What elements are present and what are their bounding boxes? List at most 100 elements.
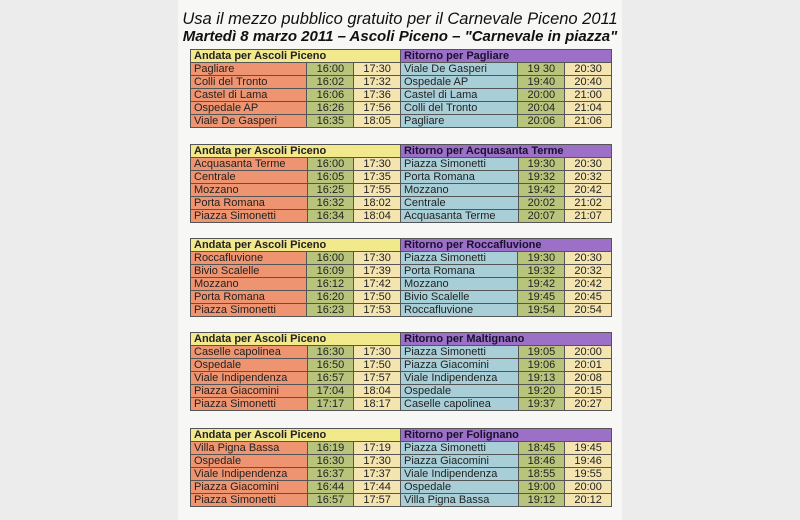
table-row: Piazza Giacomini 16:44 17:44 Ospedale 19:00 2… xyxy=(190,480,612,494)
ritorno-stop: Colli del Tronto xyxy=(399,101,519,115)
table-row: Villa Pigna Bassa 16:19 17:19 Piazza Simone… xyxy=(190,441,612,455)
andata-stop: Acquasanta Terme xyxy=(190,157,308,171)
table-row: Caselle capolinea 16:30 17:30 Piazza Simone… xyxy=(190,345,612,359)
table-row: Ospedale 16:50 17:50 Piazza Giacomini 19:06 2… xyxy=(190,358,612,372)
ritorno-time-2: 19:45 xyxy=(564,441,612,455)
ritorno-stop: Viale De Gasperi xyxy=(399,62,519,76)
ritorno-time-2: 20:15 xyxy=(564,384,612,398)
ritorno-time-2: 21:06 xyxy=(564,114,612,128)
andata-stop: Ospedale AP xyxy=(189,101,308,115)
ritorno-time-2: 20:30 xyxy=(564,251,612,265)
table-row: Ospedale 16:30 17:30 Piazza Giacomini 18:46 1… xyxy=(190,454,612,468)
andata-stop: Piazza Giacomini xyxy=(190,384,308,398)
andata-time-2: 17:30 xyxy=(353,345,401,359)
andata-stop: Piazza Simonetti xyxy=(190,493,308,507)
andata-time-1: 16:30 xyxy=(306,345,355,359)
andata-time-2: 17:56 xyxy=(353,101,401,115)
ritorno-time-1: 18:45 xyxy=(517,441,566,455)
andata-time-2: 18:17 xyxy=(353,397,401,411)
ritorno-time-1: 19:00 xyxy=(517,480,566,494)
ritorno-time-1: 19:54 xyxy=(517,303,566,317)
andata-time-1: 16:57 xyxy=(306,493,355,507)
timetable: Andata per Ascoli Piceno Ritorno per Acqu… xyxy=(190,144,613,223)
andata-stop: Viale Indipendenza xyxy=(190,467,308,481)
ritorno-stop: Acquasanta Terme xyxy=(399,209,519,223)
table-row: Piazza Giacomini 17:04 18:04 Ospedale 19:20 2… xyxy=(190,384,612,398)
andata-stop: Mozzano xyxy=(189,277,308,291)
andata-time-2: 17:55 xyxy=(353,183,401,197)
ritorno-time-2: 19:46 xyxy=(564,454,612,468)
andata-time-2: 18:04 xyxy=(353,384,401,398)
table-row: Mozzano 16:12 17:42 Mozzano 19:42 20:42 xyxy=(189,277,612,291)
andata-time-1: 16:19 xyxy=(306,441,355,455)
table-row: Viale De Gasperi 16:35 18:05 Pagliare 20:06 2… xyxy=(189,114,612,128)
andata-time-1: 17:04 xyxy=(306,384,355,398)
andata-stop: Centrale xyxy=(190,170,308,184)
table-row: Piazza Simonetti 16:23 17:53 Roccafluvione 1… xyxy=(189,303,612,317)
andata-time-1: 16:37 xyxy=(306,467,355,481)
andata-stop: Colli del Tronto xyxy=(189,75,308,89)
andata-time-2: 18:04 xyxy=(353,209,401,223)
andata-time-2: 17:50 xyxy=(353,290,401,304)
ritorno-time-1: 19:42 xyxy=(517,183,566,197)
andata-stop: Bivio Scalelle xyxy=(189,264,308,278)
ritorno-time-1: 19 30 xyxy=(517,62,566,76)
ritorno-time-1: 19:42 xyxy=(517,277,566,291)
andata-time-1: 16:26 xyxy=(306,101,355,115)
ritorno-time-1: 19:30 xyxy=(517,251,566,265)
andata-time-2: 17:37 xyxy=(353,467,401,481)
andata-time-1: 16:44 xyxy=(306,480,355,494)
ritorno-stop: Viale Indipendenza xyxy=(400,467,519,481)
ritorno-time-1: 18:46 xyxy=(517,454,566,468)
ritorno-time-2: 21:02 xyxy=(564,196,612,210)
andata-header: Andata per Ascoli Piceno xyxy=(190,238,401,252)
andata-time-1: 17:17 xyxy=(306,397,355,411)
andata-stop: Porta Romana xyxy=(189,290,308,304)
ritorno-time-2: 20:42 xyxy=(564,183,612,197)
table-row: Piazza Simonetti 16:57 17:57 Villa Pigna Ba… xyxy=(190,493,612,507)
table-row: Pagliare 16:00 17:30 Viale De Gasperi 19 30 2… xyxy=(189,62,612,76)
andata-time-1: 16:02 xyxy=(306,75,355,89)
ritorno-time-1: 19:13 xyxy=(517,371,566,385)
andata-time-1: 16:30 xyxy=(306,454,355,468)
andata-time-2: 17:44 xyxy=(353,480,401,494)
andata-time-2: 17:30 xyxy=(353,62,401,76)
ritorno-stop: Piazza Simonetti xyxy=(400,345,519,359)
andata-time-2: 17:36 xyxy=(353,88,401,102)
table-row: Viale Indipendenza 16:37 17:37 Viale Indipe… xyxy=(190,467,612,481)
ritorno-header: Ritorno per Roccafluvione xyxy=(400,238,612,252)
andata-time-1: 16:06 xyxy=(306,88,355,102)
ritorno-time-2: 20:00 xyxy=(564,480,612,494)
andata-time-2: 17:57 xyxy=(353,493,401,507)
timetable: Andata per Ascoli Piceno Ritorno per Foli… xyxy=(190,428,612,507)
ritorno-stop: Caselle capolinea xyxy=(400,397,519,411)
andata-stop: Ospedale xyxy=(190,454,308,468)
ritorno-stop: Piazza Giacomini xyxy=(400,454,519,468)
andata-stop: Viale De Gasperi xyxy=(189,114,308,128)
table-row: Centrale 16:05 17:35 Porta Romana 19:32 20:32 xyxy=(190,170,612,184)
ritorno-time-2: 20:30 xyxy=(564,157,612,171)
andata-time-1: 16:05 xyxy=(306,170,355,184)
ritorno-stop: Roccafluvione xyxy=(399,303,519,317)
timetable: Andata per Ascoli Piceno Ritorno per Rocc… xyxy=(189,238,612,317)
ritorno-stop: Piazza Giacomini xyxy=(400,358,519,372)
ritorno-time-2: 20:01 xyxy=(564,358,612,372)
table-header-row: Andata per Ascoli Piceno Ritorno per Acqu… xyxy=(190,144,613,158)
ritorno-time-2: 20:12 xyxy=(564,493,612,507)
ritorno-time-1: 19:20 xyxy=(517,384,566,398)
ritorno-header: Ritorno per Acquasanta Terme xyxy=(399,144,613,158)
ritorno-stop: Piazza Simonetti xyxy=(400,441,519,455)
ritorno-time-1: 19:32 xyxy=(517,170,566,184)
andata-stop: Piazza Simonetti xyxy=(190,209,308,223)
andata-stop: Roccafluvione xyxy=(189,251,308,265)
table-header-row: Andata per Ascoli Piceno Ritorno per Rocc… xyxy=(190,238,612,252)
ritorno-time-1: 20:07 xyxy=(517,209,566,223)
ritorno-time-1: 19:12 xyxy=(517,493,566,507)
table-row: Colli del Tronto 16:02 17:32 Ospedale AP 19:… xyxy=(189,75,612,89)
ritorno-stop: Ospedale AP xyxy=(399,75,519,89)
andata-stop: Piazza Simonetti xyxy=(190,397,308,411)
andata-time-2: 17:30 xyxy=(353,157,401,171)
andata-stop: Ospedale xyxy=(190,358,308,372)
andata-time-2: 17:39 xyxy=(353,264,401,278)
ritorno-time-2: 20:27 xyxy=(564,397,612,411)
